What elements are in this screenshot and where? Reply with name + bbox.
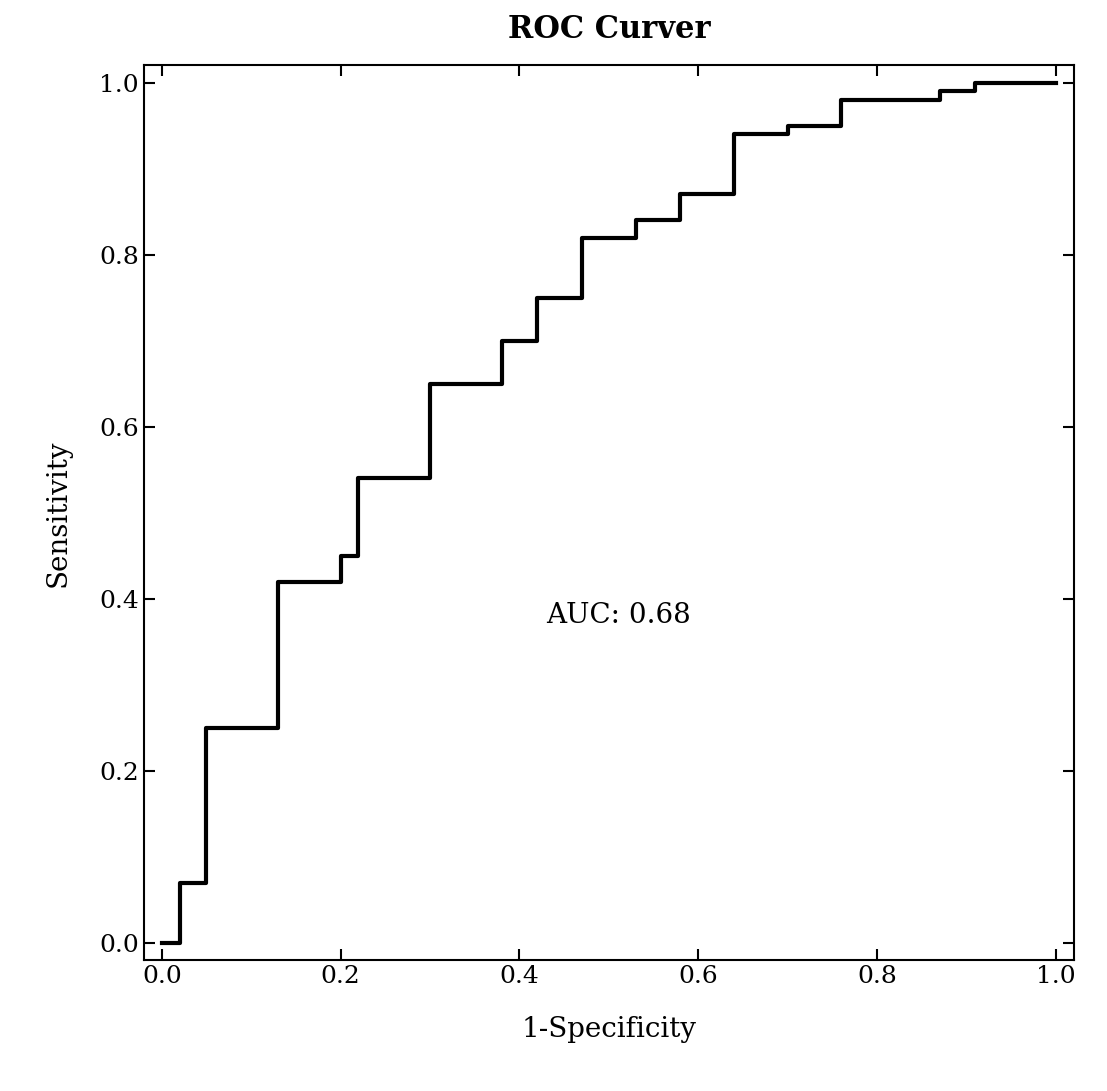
X-axis label: 1-Specificity: 1-Specificity — [521, 1016, 696, 1043]
Title: ROC Curver: ROC Curver — [507, 14, 711, 45]
Y-axis label: Sensitivity: Sensitivity — [44, 439, 72, 587]
Text: AUC: 0.68: AUC: 0.68 — [546, 602, 691, 630]
